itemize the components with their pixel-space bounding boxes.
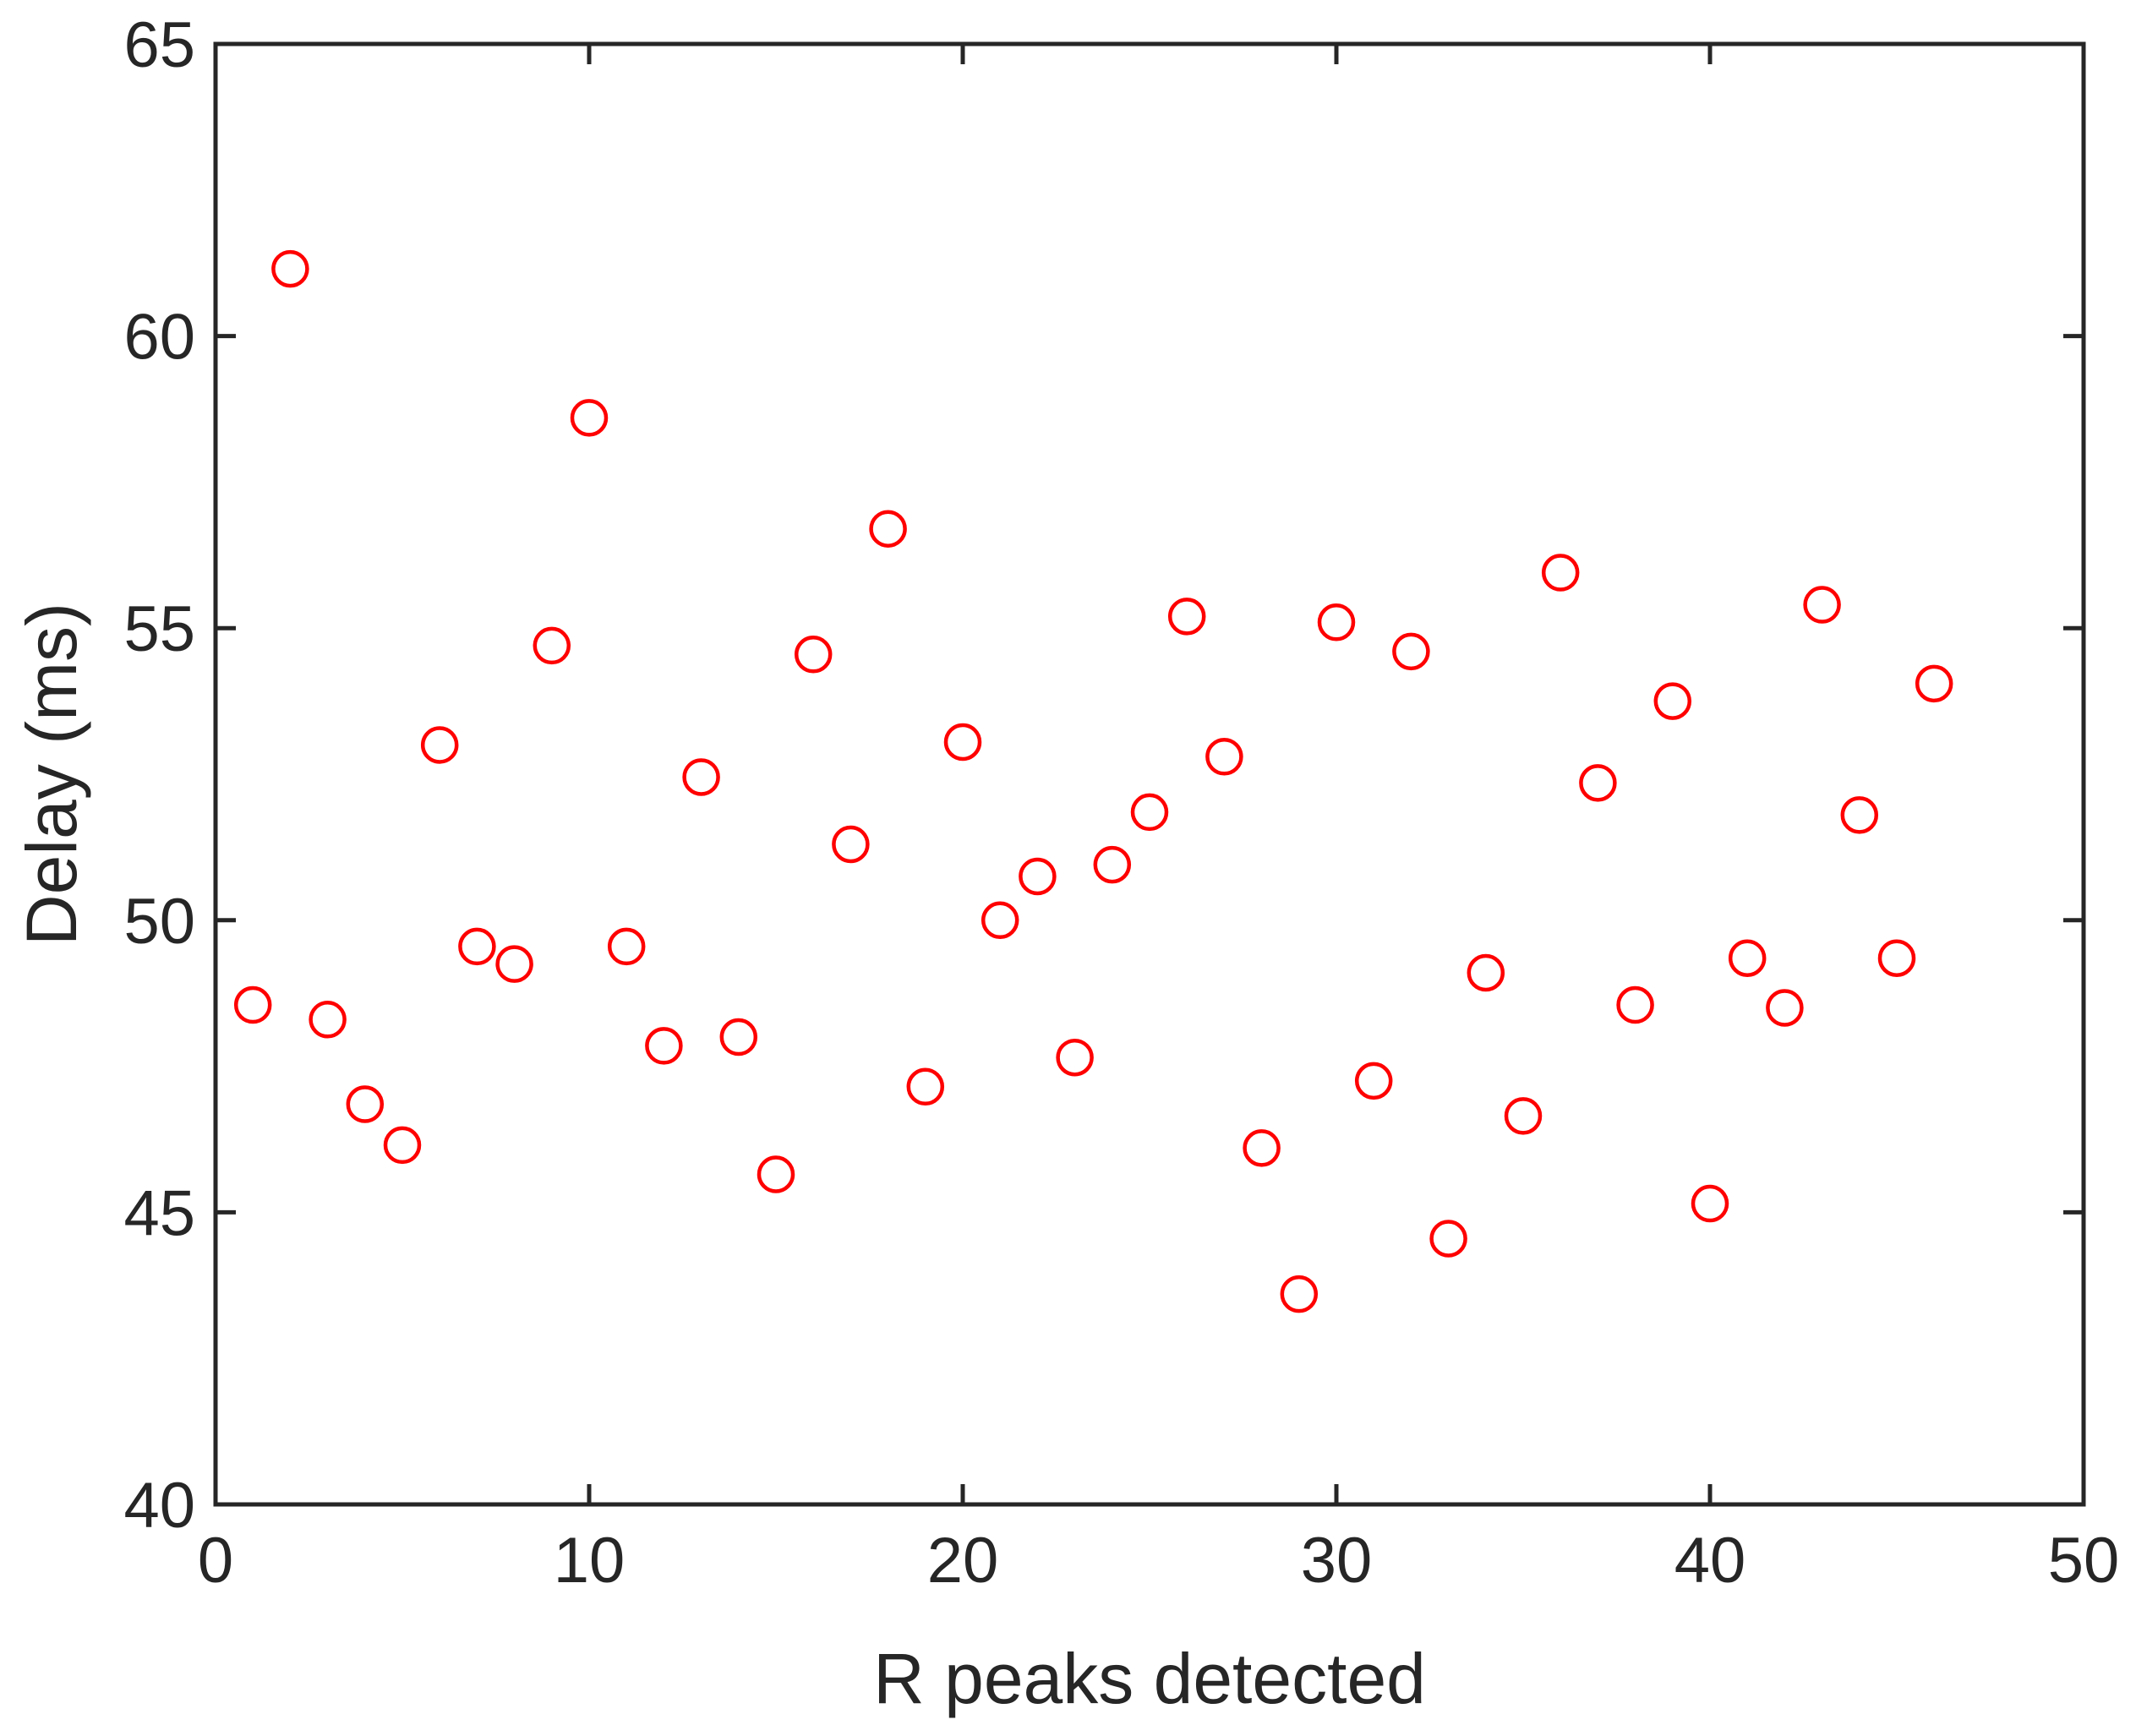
data-point [981,901,1019,940]
data-point [869,510,907,548]
data-point [1915,664,1953,703]
data-point [1541,554,1580,592]
data-point [1205,738,1243,776]
y-axis-label: Delay (ms) [12,603,91,946]
tick-labels: 0 10 20 30 40 50 40 45 50 55 60 65 [123,9,2119,1597]
y-tick-label: 60 [123,302,195,374]
data-point [458,927,496,966]
data-point [1354,1062,1393,1100]
data-point [794,636,833,674]
data-point [1429,1220,1467,1258]
data-point [383,1126,422,1165]
x-tick-label: 20 [927,1525,999,1597]
data-point [1766,989,1804,1027]
data-point [1840,796,1879,834]
data-point [1877,939,1916,977]
data-point [719,1018,758,1056]
axis-ticks [213,41,2086,1507]
y-tick-label: 55 [123,593,195,665]
data-point [1280,1275,1319,1313]
x-tick-label: 10 [554,1525,626,1597]
data-point [1093,845,1132,884]
data-point [233,985,272,1024]
data-point [495,945,533,983]
data-point [1803,586,1841,624]
data-point [271,249,309,288]
data-point [943,723,982,762]
y-tick-label: 50 [123,886,195,958]
data-point [607,927,646,966]
data-point [570,399,609,437]
data-point [1616,985,1654,1024]
data-point [533,626,571,665]
data-point [1579,764,1617,802]
y-tick-label: 65 [123,9,195,81]
x-tick-label: 50 [2048,1525,2120,1597]
data-points [233,249,1953,1313]
data-point [1019,857,1057,896]
data-point [1167,598,1206,636]
data-point [1467,953,1505,992]
x-tick-label: 40 [1674,1525,1746,1597]
data-point [1056,1038,1094,1077]
data-point [832,825,870,864]
y-tick-label: 45 [123,1177,195,1249]
data-point [1130,793,1169,832]
data-point [645,1027,683,1065]
data-point [757,1155,795,1193]
data-point [1392,632,1430,671]
y-tick-label: 40 [123,1470,195,1542]
x-tick-label: 0 [198,1525,233,1597]
data-point [1243,1129,1281,1167]
data-point [682,758,720,796]
data-point [1317,603,1356,641]
data-point [346,1085,385,1123]
data-point [906,1067,945,1106]
data-point [1728,939,1767,977]
x-axis-label: R peaks detected [873,1639,1426,1718]
x-tick-label: 30 [1301,1525,1373,1597]
plot-frame [213,41,2086,1507]
data-point [1691,1184,1729,1223]
data-point [309,1001,347,1039]
data-point [420,726,459,764]
data-point [1653,682,1692,720]
data-point [1504,1097,1543,1135]
